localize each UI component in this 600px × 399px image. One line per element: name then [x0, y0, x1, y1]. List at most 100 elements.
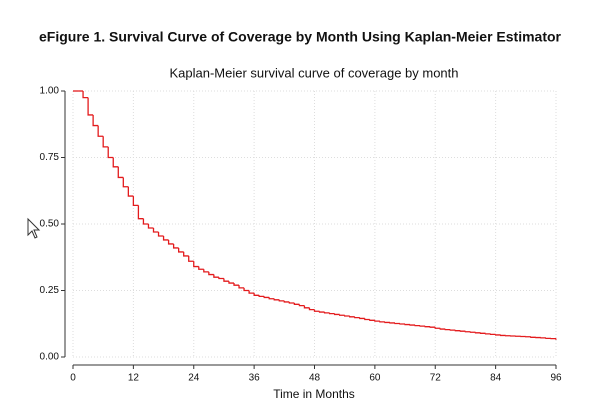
survival-step — [479, 332, 486, 334]
survival-step — [183, 251, 189, 257]
survival-step — [248, 290, 255, 294]
survival-step — [530, 336, 536, 338]
survival-step — [122, 177, 129, 188]
x-tick-label: 0 — [70, 373, 76, 384]
x-tick-label: 60 — [369, 373, 381, 384]
figure-title: eFigure 1. Survival Curve of Coverage by… — [39, 29, 562, 45]
y-tick-label: 0.75 — [40, 152, 60, 163]
survival-step — [308, 307, 315, 311]
survival-step — [283, 300, 290, 303]
survival-step — [243, 287, 250, 292]
survival-step — [369, 319, 375, 321]
survival-step — [323, 312, 330, 314]
survival-step — [459, 330, 466, 332]
survival-step — [359, 317, 365, 320]
survival-step — [409, 324, 416, 326]
survival-step — [213, 274, 219, 278]
survival-step — [253, 293, 260, 296]
x-tick-label: 12 — [128, 373, 140, 384]
survival-step — [142, 218, 149, 225]
survival-step — [404, 323, 411, 326]
survival-step — [384, 321, 390, 324]
survival-step — [188, 255, 194, 262]
survival-step — [162, 235, 169, 241]
survival-step — [545, 337, 551, 340]
survival-step — [87, 97, 94, 116]
y-tick-label: 1.00 — [40, 86, 60, 97]
survival-step — [208, 271, 214, 276]
survival-step — [500, 334, 506, 337]
cursor — [27, 217, 41, 239]
survival-step — [102, 136, 109, 148]
survival-step — [379, 321, 385, 323]
survival-step — [464, 331, 471, 333]
survival-step — [263, 296, 270, 299]
x-tick-label: 24 — [188, 373, 200, 384]
survival-step — [374, 320, 380, 322]
x-tick-label: 96 — [550, 373, 562, 384]
survival-step — [474, 332, 481, 334]
survival-step — [303, 305, 310, 309]
survival-step — [92, 114, 99, 127]
survival-step — [414, 324, 421, 327]
survival-step — [137, 205, 144, 220]
survival-step — [203, 269, 209, 273]
survival-step — [344, 315, 350, 317]
x-tick-label: 36 — [249, 373, 261, 384]
survival-step — [172, 243, 179, 249]
survival-step — [288, 301, 295, 304]
survival-step — [484, 333, 491, 335]
survival-step — [258, 295, 265, 298]
y-tick-label: 0.50 — [40, 219, 60, 230]
survival-step — [449, 329, 456, 331]
survival-step — [298, 304, 305, 307]
survival-step — [218, 277, 224, 280]
survival-step — [97, 125, 104, 137]
survival-step — [193, 261, 199, 268]
survival-step — [112, 157, 119, 168]
survival-step — [273, 298, 280, 301]
survival-step — [82, 91, 89, 99]
survival-step — [127, 186, 134, 197]
survival-step — [389, 322, 395, 324]
survival-step — [238, 285, 245, 289]
survival-step — [394, 322, 401, 325]
survival-step — [494, 334, 501, 336]
survival-step — [233, 283, 240, 286]
survival-step — [178, 247, 184, 253]
survival-step — [328, 312, 335, 315]
survival-step — [147, 224, 154, 229]
survival-step — [399, 323, 406, 325]
survival-step — [278, 299, 285, 302]
survival-step — [318, 311, 325, 313]
x-tick-label: 48 — [309, 373, 321, 384]
survival-step — [429, 326, 436, 328]
survival-step — [444, 328, 451, 331]
survival-step — [132, 196, 139, 207]
survival-step — [157, 231, 164, 237]
survival-step — [555, 338, 557, 340]
survival-step — [107, 146, 114, 159]
survival-step — [439, 328, 446, 330]
x-tick-label: 84 — [490, 373, 502, 384]
survival-step — [354, 316, 360, 319]
survival-step — [228, 281, 234, 284]
x-tick-label: 72 — [430, 373, 442, 384]
survival-step — [152, 227, 159, 233]
chart-title: Kaplan-Meier survival curve of coverage … — [169, 65, 458, 80]
survival-step — [117, 166, 124, 179]
y-tick-label: 0.25 — [40, 285, 60, 296]
survival-step — [223, 278, 229, 282]
survival-step — [489, 333, 496, 336]
y-tick-label: 0.00 — [40, 352, 60, 363]
survival-step — [268, 297, 275, 300]
x-axis-label: Time in Months — [273, 387, 355, 399]
survival-step — [293, 303, 300, 305]
survival-step — [313, 309, 320, 312]
survival-step — [469, 331, 476, 333]
survival-step — [167, 239, 174, 245]
survival-step — [419, 325, 426, 327]
survival-step — [424, 326, 431, 328]
survival-step — [198, 266, 204, 270]
